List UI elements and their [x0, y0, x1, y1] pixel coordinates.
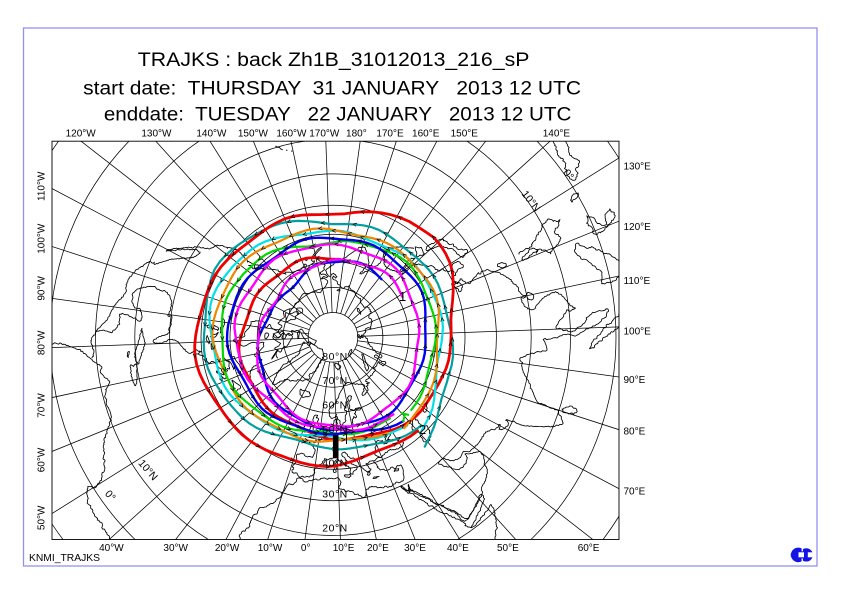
svg-text:130°E: 130°E: [624, 161, 652, 172]
svg-text:1: 1: [399, 289, 406, 304]
svg-text:60°N: 60°N: [322, 399, 347, 411]
svg-text:70°E: 70°E: [624, 486, 646, 497]
svg-text:20°N: 20°N: [322, 522, 347, 534]
svg-text:160°W: 160°W: [276, 129, 307, 140]
svg-text:50°E: 50°E: [497, 543, 519, 554]
svg-text:60°W: 60°W: [37, 447, 48, 472]
svg-text:enddate: TUESDAY 22 JANUARY: enddate: TUESDAY 22 JANUARY 2013 12 UTC: [104, 104, 571, 125]
svg-text:160°E: 160°E: [412, 129, 440, 140]
svg-text:140°E: 140°E: [543, 129, 571, 140]
svg-text:TRAJKS : back Zh1B_31012013_21: TRAJKS : back Zh1B_31012013_216_sP: [138, 50, 530, 71]
svg-text:50°W: 50°W: [37, 505, 48, 530]
svg-text:90°W: 90°W: [37, 276, 48, 301]
svg-text:60°E: 60°E: [578, 543, 600, 554]
svg-text:start date: THURSDAY 31 JANU: start date: THURSDAY 31 JANUARY 2013 12 …: [83, 79, 581, 100]
svg-text:150°E: 150°E: [451, 129, 479, 140]
svg-text:130°W: 130°W: [141, 129, 172, 140]
svg-text:40°N: 40°N: [322, 457, 347, 469]
svg-text:40°E: 40°E: [447, 543, 469, 554]
svg-text:10°W: 10°W: [258, 543, 283, 554]
svg-text:30°W: 30°W: [163, 543, 188, 554]
svg-text:50°N: 50°N: [322, 424, 347, 436]
svg-text:40°W: 40°W: [99, 543, 124, 554]
svg-text:100°E: 100°E: [624, 327, 652, 338]
svg-text:30°N: 30°N: [322, 488, 347, 500]
svg-text:90°E: 90°E: [624, 375, 646, 386]
svg-text:30°E: 30°E: [404, 543, 426, 554]
svg-text:120°W: 120°W: [66, 129, 97, 140]
svg-text:KNMI_TRAJKS: KNMI_TRAJKS: [29, 552, 100, 564]
svg-text:80°W: 80°W: [37, 330, 48, 355]
svg-text:180°: 180°: [346, 129, 367, 140]
svg-text:150°W: 150°W: [238, 129, 269, 140]
svg-text:10°E: 10°E: [333, 543, 355, 554]
svg-text:70°N: 70°N: [322, 375, 347, 387]
svg-text:20°E: 20°E: [367, 543, 389, 554]
svg-text:100°W: 100°W: [37, 223, 48, 254]
svg-text:140°W: 140°W: [196, 129, 227, 140]
svg-text:170°E: 170°E: [376, 129, 404, 140]
svg-text:2: 2: [419, 422, 426, 437]
svg-text:20°W: 20°W: [215, 543, 240, 554]
svg-text:0°: 0°: [301, 543, 311, 554]
svg-text:120°E: 120°E: [624, 222, 652, 233]
svg-text:110°W: 110°W: [37, 171, 48, 201]
svg-text:80°E: 80°E: [624, 427, 646, 438]
svg-text:70°W: 70°W: [37, 393, 48, 418]
svg-text:170°W: 170°W: [309, 129, 340, 140]
svg-text:110°E: 110°E: [624, 276, 651, 287]
svg-text:80°N: 80°N: [322, 351, 347, 363]
